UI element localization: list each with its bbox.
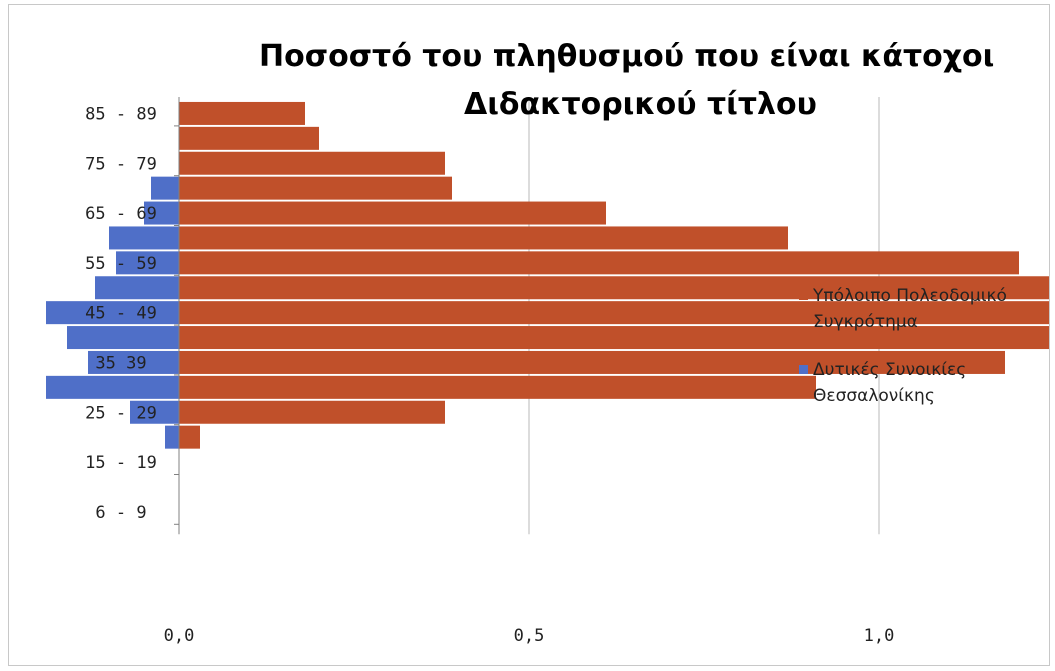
bar-series1-80-84: [179, 126, 319, 150]
bar-series2-45-49: [46, 301, 179, 325]
bar-series1-40-44: [179, 326, 1049, 350]
bar-series2-25-29: [130, 400, 179, 424]
category-label-6: 35 39: [95, 353, 146, 373]
category-label-10: 55 - 59: [85, 254, 157, 274]
bar-series2-60-64: [109, 226, 179, 250]
x-tick-label-1: 0,0: [164, 626, 195, 646]
bar-series1-55-59: [179, 251, 1019, 275]
x-tick-label-3: 1,0: [864, 626, 895, 646]
bar-series2-40-44: [67, 326, 179, 350]
bar-series1-30-34: [179, 375, 816, 399]
bar-series1-20-24: [179, 425, 200, 449]
bar-series1-45-49: [179, 301, 1049, 325]
category-label-14: 75 - 79: [85, 154, 157, 174]
bar-series2-55-59: [116, 251, 179, 275]
bar-series2-20-24: [165, 425, 179, 449]
bar-series1-65-69: [179, 201, 606, 225]
legend-label-1-line-1: Υπόλοιπο Πολεοδομικό: [813, 286, 1007, 306]
category-label-0: 6 - 9: [95, 503, 146, 523]
legend-item-2: Δυτικές Συνοικίες Θεσσαλονίκης: [799, 357, 1049, 409]
legend-label-1-line-2: Συγκρότημα: [813, 312, 918, 332]
chart-title-line-1: Ποσοστό του πληθυσμού που είναι κάτοχοι: [259, 39, 995, 74]
category-label-8: 45 - 49: [85, 304, 157, 324]
bar-series1-85-89: [179, 101, 305, 125]
bar-series1-70-74: [179, 176, 452, 200]
bar-series2-30-34: [46, 375, 179, 399]
x-tick-label-2: 0,5: [514, 626, 545, 646]
category-label-2: 15 - 19: [85, 453, 157, 473]
bar-series2-65-69: [144, 201, 179, 225]
bar-series1-60-64: [179, 226, 788, 250]
legend-swatch-1: [799, 291, 808, 300]
legend-item-1: Υπόλοιπο Πολεοδομικό Συγκρότημα: [799, 283, 1049, 335]
category-label-12: 65 - 69: [85, 204, 157, 224]
bar-series2-50-54: [95, 276, 179, 300]
chart-plot: 6 - 9 15 - 19 25 - 29 35 39 45 - 49 55 - 59 65…: [46, 97, 1049, 646]
legend-label-2-line-2: Θεσσαλονίκης: [813, 386, 935, 406]
chart-title-line-2: Διδακτορικού τίτλου: [464, 87, 817, 122]
bar-series2-35-39: [88, 350, 179, 374]
bar-series2-70-74: [151, 176, 179, 200]
legend-label-2-line-1: Δυτικές Συνοικίες: [813, 360, 967, 380]
bar-series1-75-79: [179, 151, 445, 175]
legend-swatch-2: [799, 365, 808, 374]
category-label-4: 25 - 29: [85, 403, 157, 423]
bar-series1-25-29: [179, 400, 445, 424]
category-label-16: 85 - 89: [85, 104, 157, 124]
bar-series1-50-54: [179, 276, 1049, 300]
bar-series1-35-39: [179, 350, 1005, 374]
chart-frame: 6 - 9 15 - 19 25 - 29 35 39 45 - 49 55 - 59 65…: [8, 4, 1050, 666]
